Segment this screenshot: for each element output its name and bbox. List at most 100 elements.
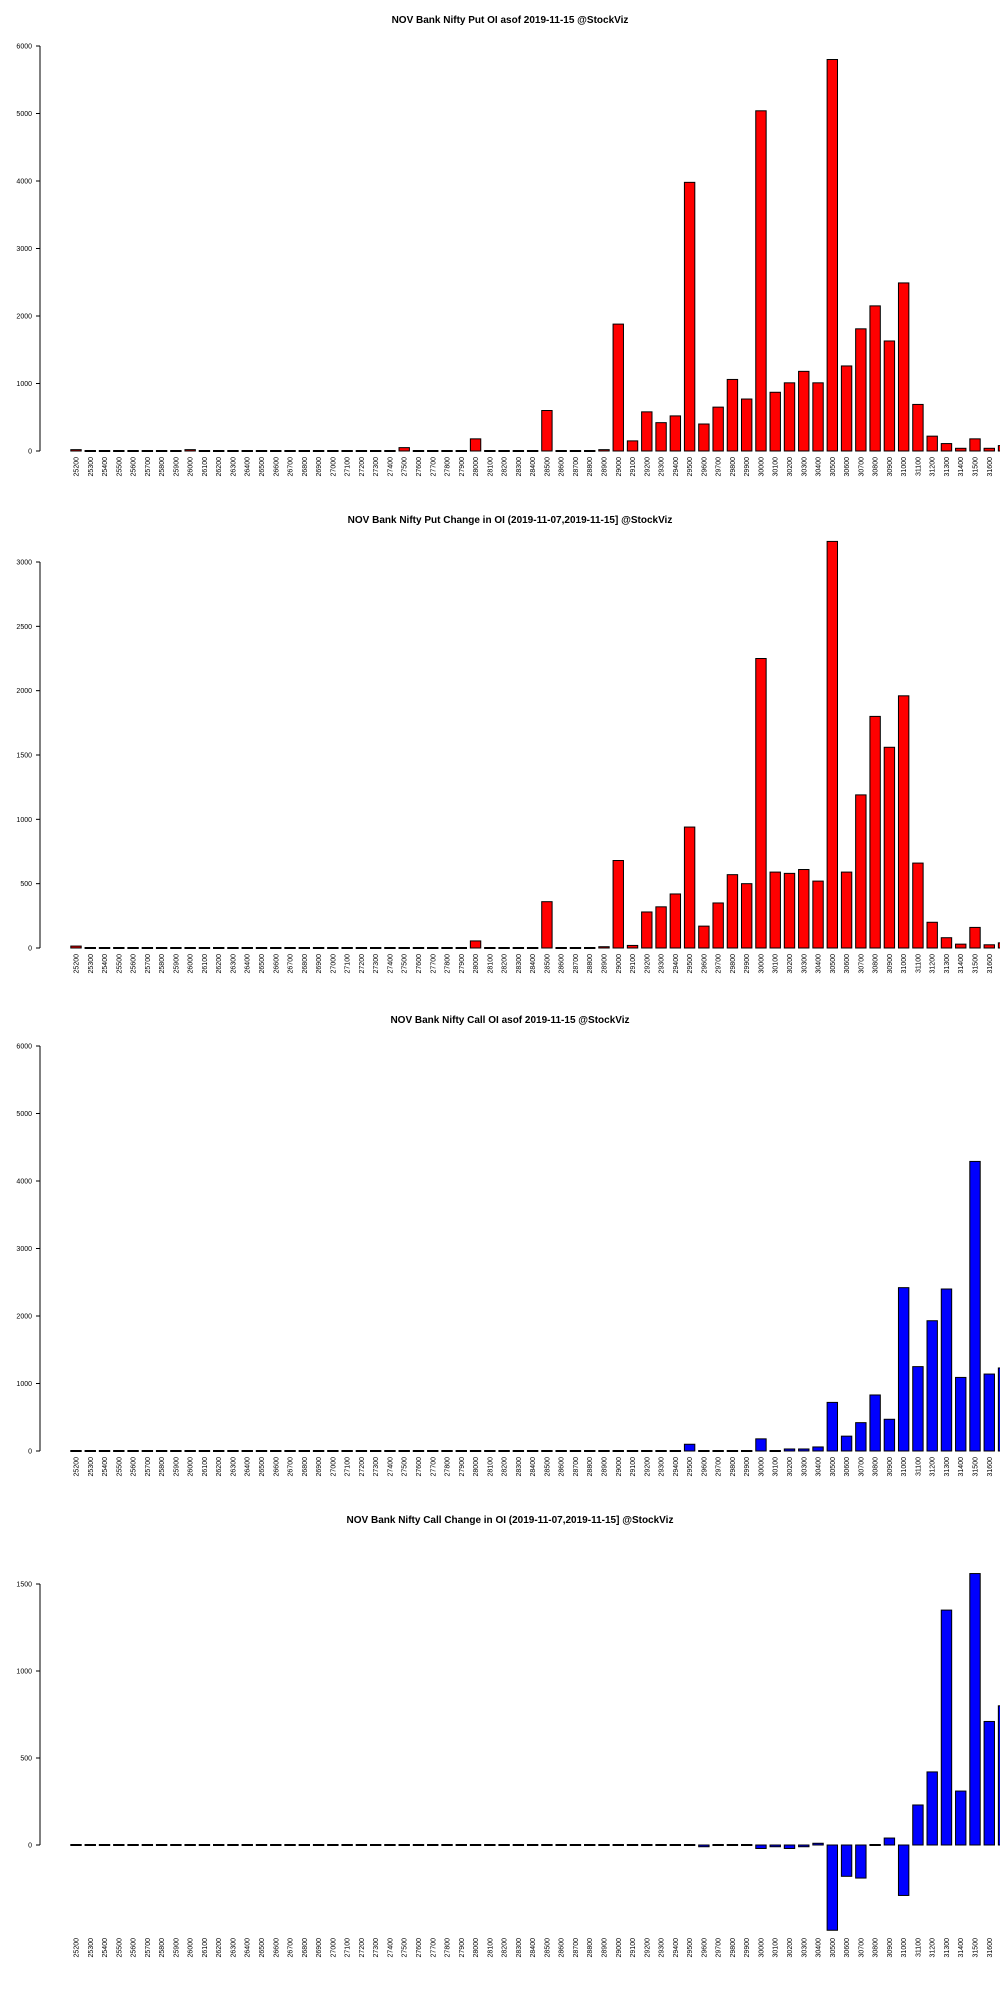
- bar-28200: [498, 1844, 510, 1846]
- bar-30100: [769, 1450, 781, 1452]
- x-tick-label: 30500: [830, 457, 837, 477]
- x-tick-label: 27000: [330, 954, 337, 974]
- bar-28100: [484, 1450, 496, 1452]
- x-tick-label: 27600: [416, 1457, 423, 1477]
- x-tick-label: 29900: [744, 1457, 751, 1477]
- x-tick-label: 30100: [773, 1457, 780, 1477]
- bar-26700: [284, 1450, 296, 1452]
- x-tick-label: 28900: [601, 954, 608, 974]
- bar-27900: [455, 1844, 467, 1846]
- y-tick-label: 1000: [16, 1669, 32, 1676]
- x-tick-label: 28200: [502, 954, 509, 974]
- x-tick-label: 29000: [616, 1457, 623, 1477]
- bar-26200: [213, 1450, 225, 1452]
- bar-30100: [769, 391, 781, 452]
- bar-30400: [812, 880, 824, 949]
- bar-26500: [255, 1844, 268, 1846]
- bar-30700: [855, 328, 867, 452]
- x-tick-label: 26400: [245, 1938, 252, 1958]
- bar-29500: [683, 1443, 696, 1452]
- x-tick-label: 28300: [516, 1938, 523, 1958]
- bar-27400: [384, 947, 396, 949]
- bar-26000: [184, 947, 196, 949]
- bar-28800: [584, 1450, 596, 1452]
- x-tick-label: 26800: [302, 1938, 309, 1958]
- x-tick-label: 30200: [787, 457, 794, 477]
- x-tick-label: 27900: [459, 954, 466, 974]
- y-tick-label: 0: [28, 1449, 32, 1456]
- x-tick-label: 28500: [544, 457, 551, 477]
- x-tick-label: 29800: [730, 1938, 737, 1958]
- x-tick-label: 29700: [716, 1938, 723, 1958]
- bar-31400: [955, 1790, 967, 1846]
- x-tick-label: 25600: [131, 954, 138, 974]
- put-oi-x-labels: 25200 25300 25400 25500 25600 25700 25800 25900…: [74, 457, 994, 477]
- bar-25600: [127, 947, 139, 949]
- x-tick-label: 27200: [359, 954, 366, 974]
- x-tick-label: 31100: [915, 1938, 922, 1957]
- bar-26400: [241, 947, 253, 949]
- bar-25600: [127, 1450, 139, 1452]
- x-tick-label: 27100: [345, 1938, 352, 1958]
- bar-28500: [541, 410, 553, 452]
- x-tick-label: 31500: [973, 457, 980, 477]
- bar-28400: [526, 947, 539, 949]
- bar-29300: [655, 1844, 667, 1846]
- x-tick-label: 26000: [188, 1457, 195, 1477]
- y-tick-label: 1000: [16, 381, 32, 388]
- y-tick-label: 2000: [16, 1314, 32, 1321]
- bar-29400: [669, 415, 682, 452]
- bar-27200: [355, 947, 368, 949]
- bar-27000: [327, 1450, 339, 1452]
- bar-31100: [912, 862, 924, 949]
- bar-30600: [840, 1435, 853, 1452]
- bar-27300: [369, 1844, 382, 1846]
- x-tick-label: 28400: [530, 1457, 537, 1477]
- bar-25400: [98, 947, 111, 949]
- x-tick-label: 30300: [801, 954, 808, 974]
- x-tick-label: 26300: [230, 457, 237, 477]
- x-tick-label: 29900: [744, 954, 751, 974]
- bar-27700: [427, 1450, 439, 1452]
- bar-29000: [612, 860, 624, 949]
- bar-31300: [940, 1609, 953, 1846]
- x-tick-label: 28500: [544, 1457, 551, 1477]
- bar-28700: [569, 1844, 582, 1846]
- bar-26100: [198, 450, 211, 452]
- x-tick-label: 28000: [473, 1457, 480, 1477]
- bar-25800: [155, 947, 168, 949]
- bar-29700: [712, 902, 724, 949]
- bar-31100: [912, 1366, 924, 1452]
- bar-28300: [512, 947, 525, 949]
- x-tick-label: 26600: [273, 1938, 280, 1958]
- bar-30600: [840, 365, 853, 452]
- bar-30200: [783, 1844, 796, 1849]
- bar-27300: [369, 450, 382, 452]
- x-tick-label: 27700: [430, 954, 437, 974]
- bar-26600: [270, 450, 282, 452]
- x-tick-label: 29700: [716, 954, 723, 974]
- x-tick-label: 26800: [302, 954, 309, 974]
- bar-31200: [926, 1320, 938, 1452]
- bar-25900: [170, 947, 182, 949]
- x-tick-label: 26300: [230, 954, 237, 974]
- bar-26200: [213, 947, 225, 949]
- put-oi-chart: NOV Bank Nifty Put OI asof 2019-11-15 @S…: [16, 15, 1000, 477]
- x-tick-label: 25800: [159, 1938, 166, 1958]
- x-tick-label: 25500: [116, 1938, 123, 1958]
- bar-27900: [455, 1450, 467, 1452]
- call-oi-change-chart: NOV Bank Nifty Call Change in OI (2019-1…: [16, 1515, 1000, 1958]
- bar-28300: [512, 1844, 525, 1846]
- x-tick-label: 28500: [544, 954, 551, 974]
- bar-29200: [641, 1844, 653, 1846]
- x-tick-label: 27800: [445, 457, 452, 477]
- x-tick-label: 30600: [844, 457, 851, 477]
- bar-30900: [883, 340, 896, 452]
- x-tick-label: 25400: [102, 954, 109, 974]
- x-tick-label: 27600: [416, 954, 423, 974]
- x-tick-label: 29400: [673, 457, 680, 477]
- x-tick-label: 27900: [459, 1938, 466, 1958]
- bar-30500: [826, 540, 839, 949]
- bar-27200: [355, 450, 368, 452]
- x-tick-label: 31200: [930, 457, 937, 477]
